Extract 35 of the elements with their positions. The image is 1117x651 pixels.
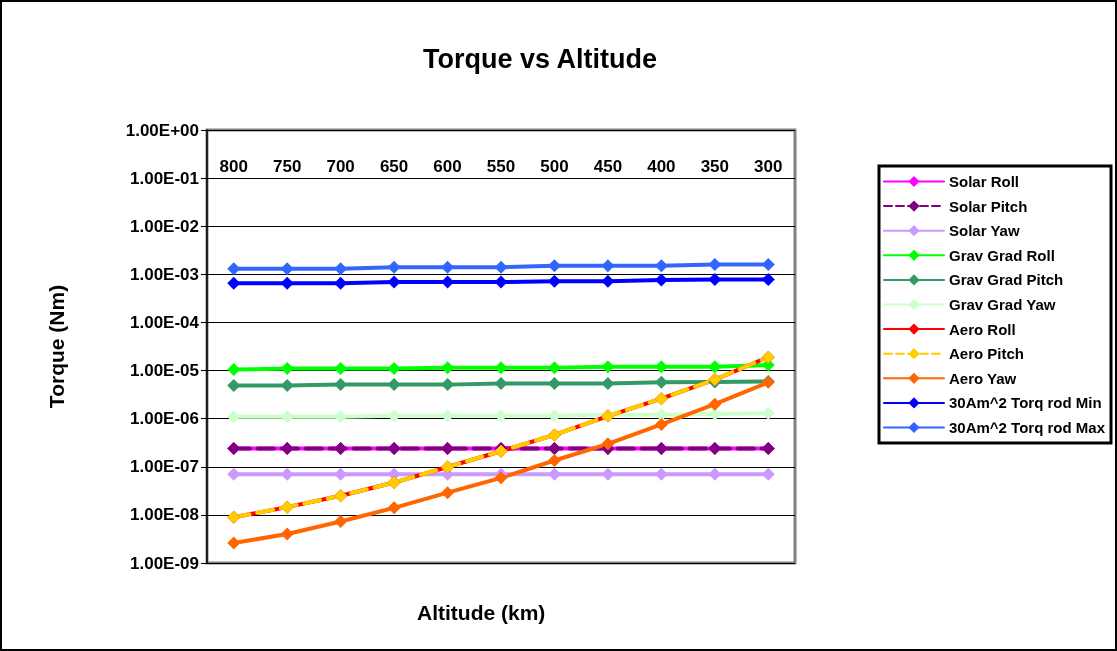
x-tick-label: 800 — [219, 157, 248, 176]
legend-label: Grav Grad Roll — [948, 246, 1055, 264]
y-tick-label: 1.00E-04 — [130, 312, 200, 332]
x-tick-label: 750 — [272, 157, 302, 176]
y-tick-label: 1.00E-09 — [130, 553, 199, 573]
x-axis-title: Altitude (km) — [417, 601, 546, 624]
x-tick-label: 350 — [700, 157, 730, 176]
x-tick-label: 400 — [647, 157, 676, 176]
legend-label: Grav Grad Pitch — [948, 271, 1064, 289]
legend-label: Grav Grad Yaw — [948, 296, 1056, 313]
y-tick-label: 1.00E-07 — [130, 457, 199, 477]
legend-label: Aero Pitch — [948, 345, 1024, 363]
legend-label: Solar Yaw — [948, 222, 1020, 240]
x-tick-label: 550 — [486, 157, 516, 176]
chart-title: Torque vs Altitude — [422, 43, 658, 74]
legend-label: 30Am^2 Torq rod Max — [948, 419, 1106, 436]
x-tick-label: 450 — [593, 157, 623, 176]
y-axis-title: Torque (Nm) — [45, 284, 68, 409]
y-tick-label: 1.00E-08 — [130, 505, 199, 525]
y-tick-label: 1.00E-01 — [130, 168, 199, 188]
y-tick-label: 1.00E-06 — [130, 409, 199, 429]
y-tick-label: 1.00E-03 — [130, 264, 199, 284]
x-tick-label: 650 — [379, 157, 409, 176]
legend-label: 30Am^2 Torq rod Min — [948, 394, 1102, 412]
y-tick-label: 1.00E+00 — [125, 120, 199, 140]
x-tick-label: 300 — [754, 157, 783, 176]
y-tick-label: 1.00E-05 — [130, 361, 199, 381]
y-tick-label: 1.00E-02 — [130, 216, 199, 236]
legend-label: Aero Roll — [948, 320, 1016, 338]
legend-label: Solar Pitch — [948, 197, 1028, 215]
x-tick-label: 700 — [326, 157, 355, 176]
x-tick-label: 500 — [540, 157, 569, 176]
legend-label: Aero Yaw — [948, 369, 1017, 387]
x-tick-label: 600 — [433, 157, 462, 176]
legend-label: Solar Roll — [948, 173, 1019, 190]
